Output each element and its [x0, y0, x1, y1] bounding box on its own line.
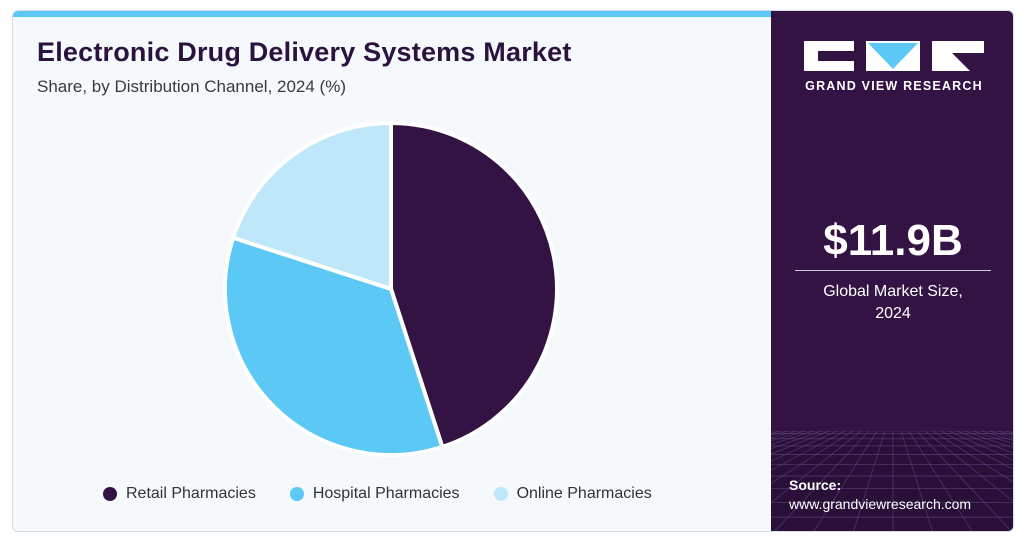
market-size-value: $11.9B	[823, 216, 963, 265]
logo-mark-icon	[804, 41, 984, 71]
pie-chart	[223, 121, 559, 457]
infographic-card: Electronic Drug Delivery Systems Market …	[12, 10, 1014, 532]
chart-subtitle: Share, by Distribution Channel, 2024 (%)	[37, 77, 346, 96]
brand-logo: GRAND VIEW RESEARCH	[804, 41, 984, 93]
value-divider	[795, 270, 991, 271]
legend-item-retail: Retail Pharmacies	[103, 485, 256, 503]
legend-label-hospital: Hospital Pharmacies	[312, 485, 460, 502]
pie-slice-retail	[389, 121, 559, 449]
legend-swatch-online	[493, 487, 508, 501]
source-label: Source:	[789, 477, 842, 493]
chart-title: Electronic Drug Delivery Systems Market	[37, 37, 572, 67]
summary-panel: GRAND VIEW RESEARCH $11.9B Global Market…	[771, 11, 1013, 531]
legend-swatch-hospital	[289, 487, 304, 501]
source-url[interactable]: www.grandviewresearch.com	[789, 496, 972, 512]
pie-slice-hospital	[223, 235, 445, 457]
caption-line-2: 2024	[875, 305, 911, 322]
caption-line-1: Global Market Size,	[823, 283, 963, 300]
legend-item-online: Online Pharmacies	[493, 485, 652, 503]
pie-slice-online	[231, 121, 393, 291]
legend-label-retail: Retail Pharmacies	[126, 485, 256, 502]
chart-panel: Electronic Drug Delivery Systems Market …	[13, 11, 771, 531]
market-size-caption: Global Market Size, 2024	[771, 281, 1013, 325]
brand-name: GRAND VIEW RESEARCH	[805, 79, 983, 93]
legend-swatch-retail	[103, 487, 117, 501]
top-accent-bar	[13, 11, 771, 17]
decorative-grid	[771, 431, 1013, 531]
legend-item-hospital: Hospital Pharmacies	[289, 485, 460, 503]
legend-label-online: Online Pharmacies	[516, 485, 652, 502]
chart-legend: Retail Pharmacies Hospital Pharmacies On…	[103, 483, 652, 505]
